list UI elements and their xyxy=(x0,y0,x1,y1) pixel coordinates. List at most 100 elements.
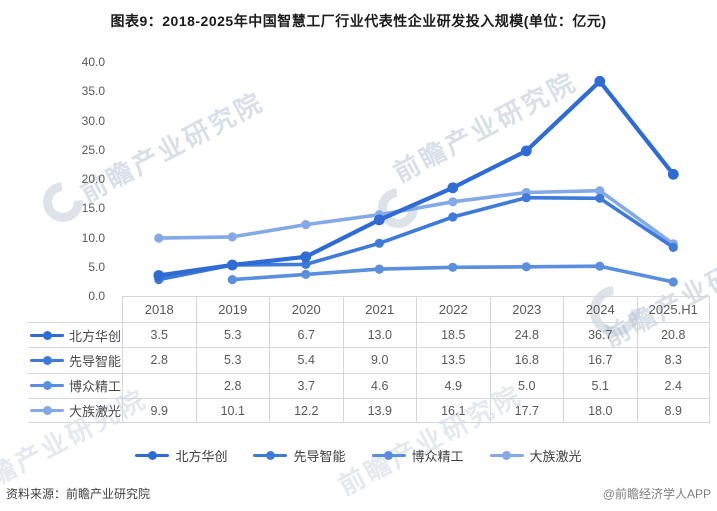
table-value-cell: 13.5 xyxy=(416,347,490,373)
data-point xyxy=(226,259,238,271)
series-name: 大族激光 xyxy=(69,404,122,420)
data-point xyxy=(154,275,164,285)
data-point xyxy=(520,145,532,157)
series-name: 先导智能 xyxy=(69,353,122,369)
legend-item: 博众精工 xyxy=(371,446,464,465)
data-point xyxy=(448,212,458,222)
table-value-cell: 5.4 xyxy=(269,347,343,373)
series-line-2 xyxy=(230,264,676,284)
legend-marker-icon xyxy=(253,450,288,460)
data-point xyxy=(521,187,531,198)
table-value-cell: 16.1 xyxy=(416,397,490,424)
data-point xyxy=(227,275,237,285)
table-header-cell: 2019 xyxy=(195,296,269,322)
y-axis-tick-label: 5.0 xyxy=(88,259,105,274)
data-table: 2018 2019 2020 2021 2022 2023 2024 2025.H1 北方华创 3… xyxy=(0,296,710,424)
table-spacer xyxy=(0,347,28,372)
table-value-cell: 3.5 xyxy=(122,322,196,348)
table-value-cell: 6.7 xyxy=(269,322,343,348)
data-point xyxy=(301,220,311,230)
data-point xyxy=(521,193,531,203)
chart-legend: 北方华创 先导智能 博众精工 大族激光 xyxy=(0,443,717,467)
table-header-cell: 2024 xyxy=(563,296,637,322)
source-note: 资料来源：前瞻产业研究院 xyxy=(6,487,151,501)
table-value-cell: 24.8 xyxy=(489,322,563,348)
series-line-3 xyxy=(157,188,676,246)
table-value-cell: 20.8 xyxy=(636,322,710,348)
series-name: 北方华创 xyxy=(69,328,122,344)
data-point xyxy=(154,233,164,243)
data-point xyxy=(595,193,605,203)
data-point xyxy=(447,182,459,194)
data-point xyxy=(667,168,679,180)
legend-marker-icon xyxy=(135,450,170,460)
series-line-0 xyxy=(156,79,676,278)
table-header-cell: 2021 xyxy=(342,296,416,322)
legend-marker-icon xyxy=(489,450,524,460)
table-row: 大族激光 9.9 10.1 12.2 13.9 16.1 17.7 18.0 8.9 xyxy=(0,397,710,424)
table-row: 北方华创 3.5 5.3 6.7 13.0 18.5 24.8 36.7 20.8 xyxy=(0,322,710,348)
table-value-cell: 13.9 xyxy=(342,397,416,424)
data-point xyxy=(153,270,165,281)
y-axis-tick-label: 40.0 xyxy=(81,55,105,69)
table-spacer xyxy=(0,398,28,423)
table-value-cell: 13.0 xyxy=(342,322,416,348)
y-axis-tick-label: 25.0 xyxy=(81,142,105,157)
table-spacer xyxy=(0,322,28,347)
legend-item: 北方华创 xyxy=(135,446,227,465)
table-header-cell: 2018 xyxy=(122,296,196,322)
table-value-cell: 18.0 xyxy=(563,397,637,424)
legend-marker-icon xyxy=(30,330,64,340)
credit-note: @前瞻经济学人APP xyxy=(602,487,711,501)
table-value-cell: 2.8 xyxy=(122,347,196,373)
table-value-cell: 5.3 xyxy=(195,347,269,373)
legend-item: 大族激光 xyxy=(489,446,582,465)
table-row: 博众精工 2.8 3.7 4.6 4.9 5.0 5.1 2.4 xyxy=(0,372,710,398)
series-label-cell: 北方华创 xyxy=(28,322,122,347)
table-value-cell: 5.1 xyxy=(563,372,637,398)
table-value-cell: 2.4 xyxy=(636,372,710,398)
chart-title: 图表9：2018-2025年中国智慧工厂行业代表性企业研发投入规模(单位：亿元) xyxy=(110,13,607,29)
table-header-cell: 2023 xyxy=(489,296,563,322)
table-header-cell: 2020 xyxy=(269,296,343,322)
table-value-cell: 4.9 xyxy=(416,372,490,398)
table-value-cell: 5.3 xyxy=(195,322,269,348)
y-axis-tick-label: 35.0 xyxy=(81,84,105,99)
data-point xyxy=(300,251,312,263)
table-value-cell: 3.7 xyxy=(269,372,343,398)
legend-label: 先导智能 xyxy=(293,448,346,464)
y-axis-tick-label: 10.0 xyxy=(81,230,105,245)
data-point xyxy=(668,277,678,287)
data-point xyxy=(594,75,606,87)
y-axis-tick-label: 15.0 xyxy=(81,201,105,216)
data-point xyxy=(227,232,237,242)
legend-label: 博众精工 xyxy=(411,448,464,464)
data-point xyxy=(448,262,458,272)
table-value-cell: 9.9 xyxy=(122,397,196,424)
legend-label: 大族激光 xyxy=(529,448,582,464)
table-value-cell: 18.5 xyxy=(416,322,490,348)
series-name: 博众精工 xyxy=(69,379,122,395)
data-point xyxy=(227,260,237,270)
legend-marker-icon xyxy=(30,355,64,365)
table-header-cell: 2025.H1 xyxy=(636,296,710,322)
table-value-cell: 8.9 xyxy=(636,397,710,424)
legend-label: 北方华创 xyxy=(175,448,228,464)
data-point xyxy=(595,261,605,271)
table-value-cell: 10.1 xyxy=(195,397,269,424)
table-value-cell: 5.0 xyxy=(489,372,563,398)
table-header-cell: 2022 xyxy=(416,296,490,322)
table-value-cell: 16.8 xyxy=(489,347,563,373)
data-point xyxy=(374,264,384,274)
table-value-cell: 16.7 xyxy=(563,347,637,373)
table-value-cell: 2.8 xyxy=(195,372,269,398)
table-row: 先导智能 2.8 5.3 5.4 9.0 13.5 16.8 16.7 8.3 xyxy=(0,347,710,373)
y-axis-tick-label: 30.0 xyxy=(81,113,105,128)
data-point xyxy=(595,186,605,196)
y-axis-tick-label: 20.0 xyxy=(81,172,105,186)
data-point xyxy=(301,269,311,279)
table-spacer xyxy=(0,373,28,398)
table-corner-cell xyxy=(28,296,122,322)
data-point xyxy=(301,259,311,269)
